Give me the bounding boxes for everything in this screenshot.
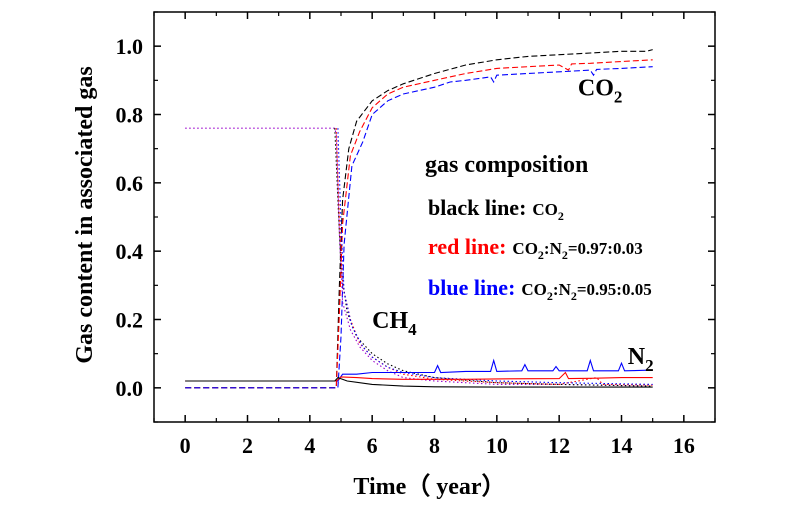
- legend-label-2: red line:: [428, 234, 506, 259]
- series-co2-blue-line: [185, 66, 653, 389]
- x-tick-label: 2: [242, 433, 253, 458]
- y-tick-label: 0.2: [116, 308, 144, 333]
- series-co2-red-line: [185, 59, 653, 389]
- series-n2-black-line: [185, 376, 653, 388]
- legend-desc-1: CO2​: [532, 200, 564, 223]
- legend-label-1: black line:: [428, 195, 526, 220]
- y-tick-label: 1.0: [116, 34, 144, 59]
- x-tick-label: 0: [180, 433, 191, 458]
- x-tick-label: 12: [548, 433, 570, 458]
- legend-title: gas composition: [425, 152, 588, 178]
- series-ch4-blue-line: [337, 128, 653, 385]
- y-tick-label: 0.4: [116, 239, 144, 264]
- series-ch4-black-line: [334, 128, 653, 387]
- series-layer: [185, 49, 653, 389]
- series-n2-blue-line: [185, 358, 653, 382]
- x-tick-label: 8: [429, 433, 440, 458]
- x-tick-label: 14: [611, 433, 633, 458]
- axes-layer: [153, 11, 716, 423]
- x-tick-label: 16: [673, 433, 695, 458]
- x-axis-label: Time（ year）: [353, 473, 505, 500]
- x-tick-label: 6: [367, 433, 378, 458]
- series-n2-red-line: [185, 371, 653, 382]
- series-ch4-purple-line: [185, 127, 653, 387]
- legend-desc-3: CO2​:N2​=0.95:0.05: [521, 280, 651, 303]
- x-tick-label: 4: [304, 433, 315, 458]
- y-tick-label: 0.0: [116, 376, 144, 401]
- annotation-ch4: CH4​: [372, 308, 417, 339]
- text-layer: 0 2 4 6 8 10 12 14 16 0.0 0.2 0.4 0.6 0.8 1.0 Time（ yea…: [72, 34, 695, 500]
- legend-label-3: blue line:: [428, 275, 515, 300]
- y-tick-label: 0.8: [116, 103, 144, 128]
- legend-desc-2: CO2​:N2​=0.97:0.03: [512, 239, 642, 262]
- annotation-co2: CO2​: [578, 76, 623, 107]
- y-axis-label: Gas content in associated gas: [72, 66, 98, 363]
- annotation-n2: N2​: [628, 344, 654, 375]
- x-tick-label: 10: [486, 433, 508, 458]
- series-co2-black-line: [185, 49, 653, 389]
- y-tick-label: 0.6: [116, 171, 144, 196]
